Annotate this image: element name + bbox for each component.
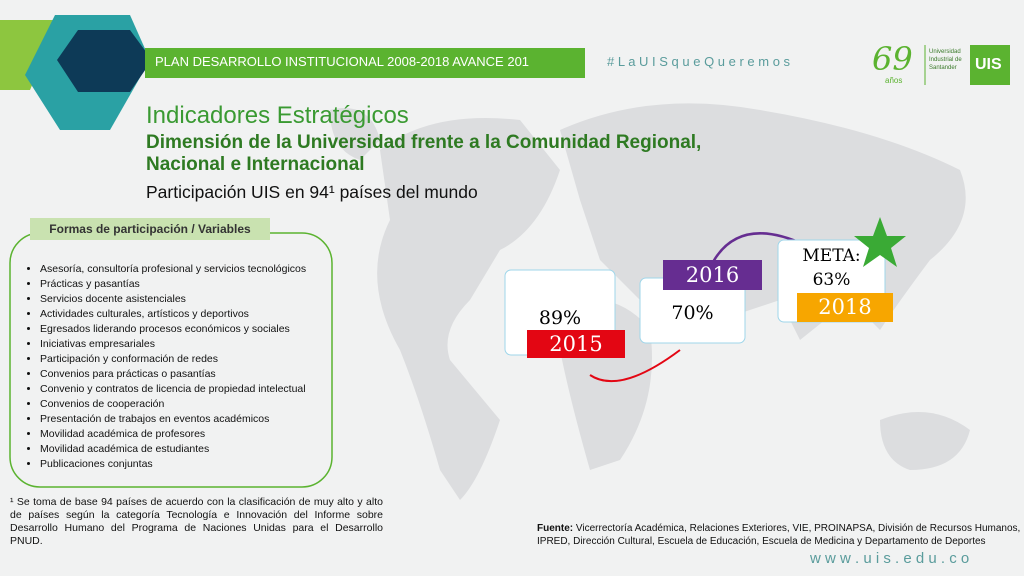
footnote: ¹ Se toma de base 94 países de acuerdo c… bbox=[10, 496, 383, 547]
source-text: Vicerrectoría Académica, Relaciones Exte… bbox=[537, 523, 1021, 547]
variable-item: Movilidad académica de estudiantes bbox=[40, 442, 330, 457]
variables-list: Asesoría, consultoría profesional y serv… bbox=[24, 262, 330, 472]
logo: UIS bbox=[975, 56, 1002, 73]
variable-item: Asesoría, consultoría profesional y serv… bbox=[40, 262, 330, 277]
banner: PLAN DESARROLLO INSTITUCIONAL 2008-2018 … bbox=[155, 54, 530, 69]
variable-item: Prácticas y pasantías bbox=[40, 277, 330, 292]
source-label: Fuente: bbox=[537, 523, 574, 534]
percentage: 89% bbox=[538, 307, 582, 329]
variable-item: Servicios docente asistenciales bbox=[40, 292, 330, 307]
variable-item: Egresados liderando procesos económicos … bbox=[40, 322, 330, 337]
year-label: 2018 bbox=[818, 295, 872, 319]
year-label: 2016 bbox=[685, 263, 740, 287]
variables-heading: Formas de participación / Variables bbox=[49, 222, 251, 236]
subtitle: Dimensión de la Universidad frente a la … bbox=[146, 132, 702, 175]
website: w w w . u i s . e d u . c o bbox=[810, 550, 970, 567]
variable-item: Publicaciones conjuntas bbox=[40, 457, 330, 472]
year-label: 2015 bbox=[549, 332, 603, 356]
variable-item: Actividades culturales, artísticos y dep… bbox=[40, 307, 330, 322]
variable-item: Convenios de cooperación bbox=[40, 397, 330, 412]
percentage: 70% bbox=[671, 302, 714, 324]
variable-item: Movilidad académica de profesores bbox=[40, 427, 330, 442]
university: Universidad Industrial de Santander bbox=[929, 49, 962, 71]
variable-item: Presentación de trabajos en eventos acad… bbox=[40, 412, 330, 427]
variable-item: Participación y conformación de redes bbox=[40, 352, 330, 367]
participation: Participación UIS en 94¹ países del mund… bbox=[146, 182, 478, 202]
percentage: 63% bbox=[812, 270, 851, 290]
source: Fuente: Vicerrectoría Académica, Relacio… bbox=[537, 522, 1024, 548]
variable-item: Convenios para prácticas o pasantías bbox=[40, 367, 330, 382]
variable-item: Convenio y contratos de licencia de prop… bbox=[40, 382, 330, 397]
anniversary: 69 bbox=[872, 40, 913, 78]
hashtag: # L a U I S q u e Q u e r e m o s bbox=[607, 54, 791, 69]
title: Indicadores Estratégicos bbox=[146, 102, 409, 129]
meta-label: META: bbox=[802, 246, 861, 266]
anniversary-sub: años bbox=[885, 76, 903, 85]
variable-item: Iniciativas empresariales bbox=[40, 337, 330, 352]
